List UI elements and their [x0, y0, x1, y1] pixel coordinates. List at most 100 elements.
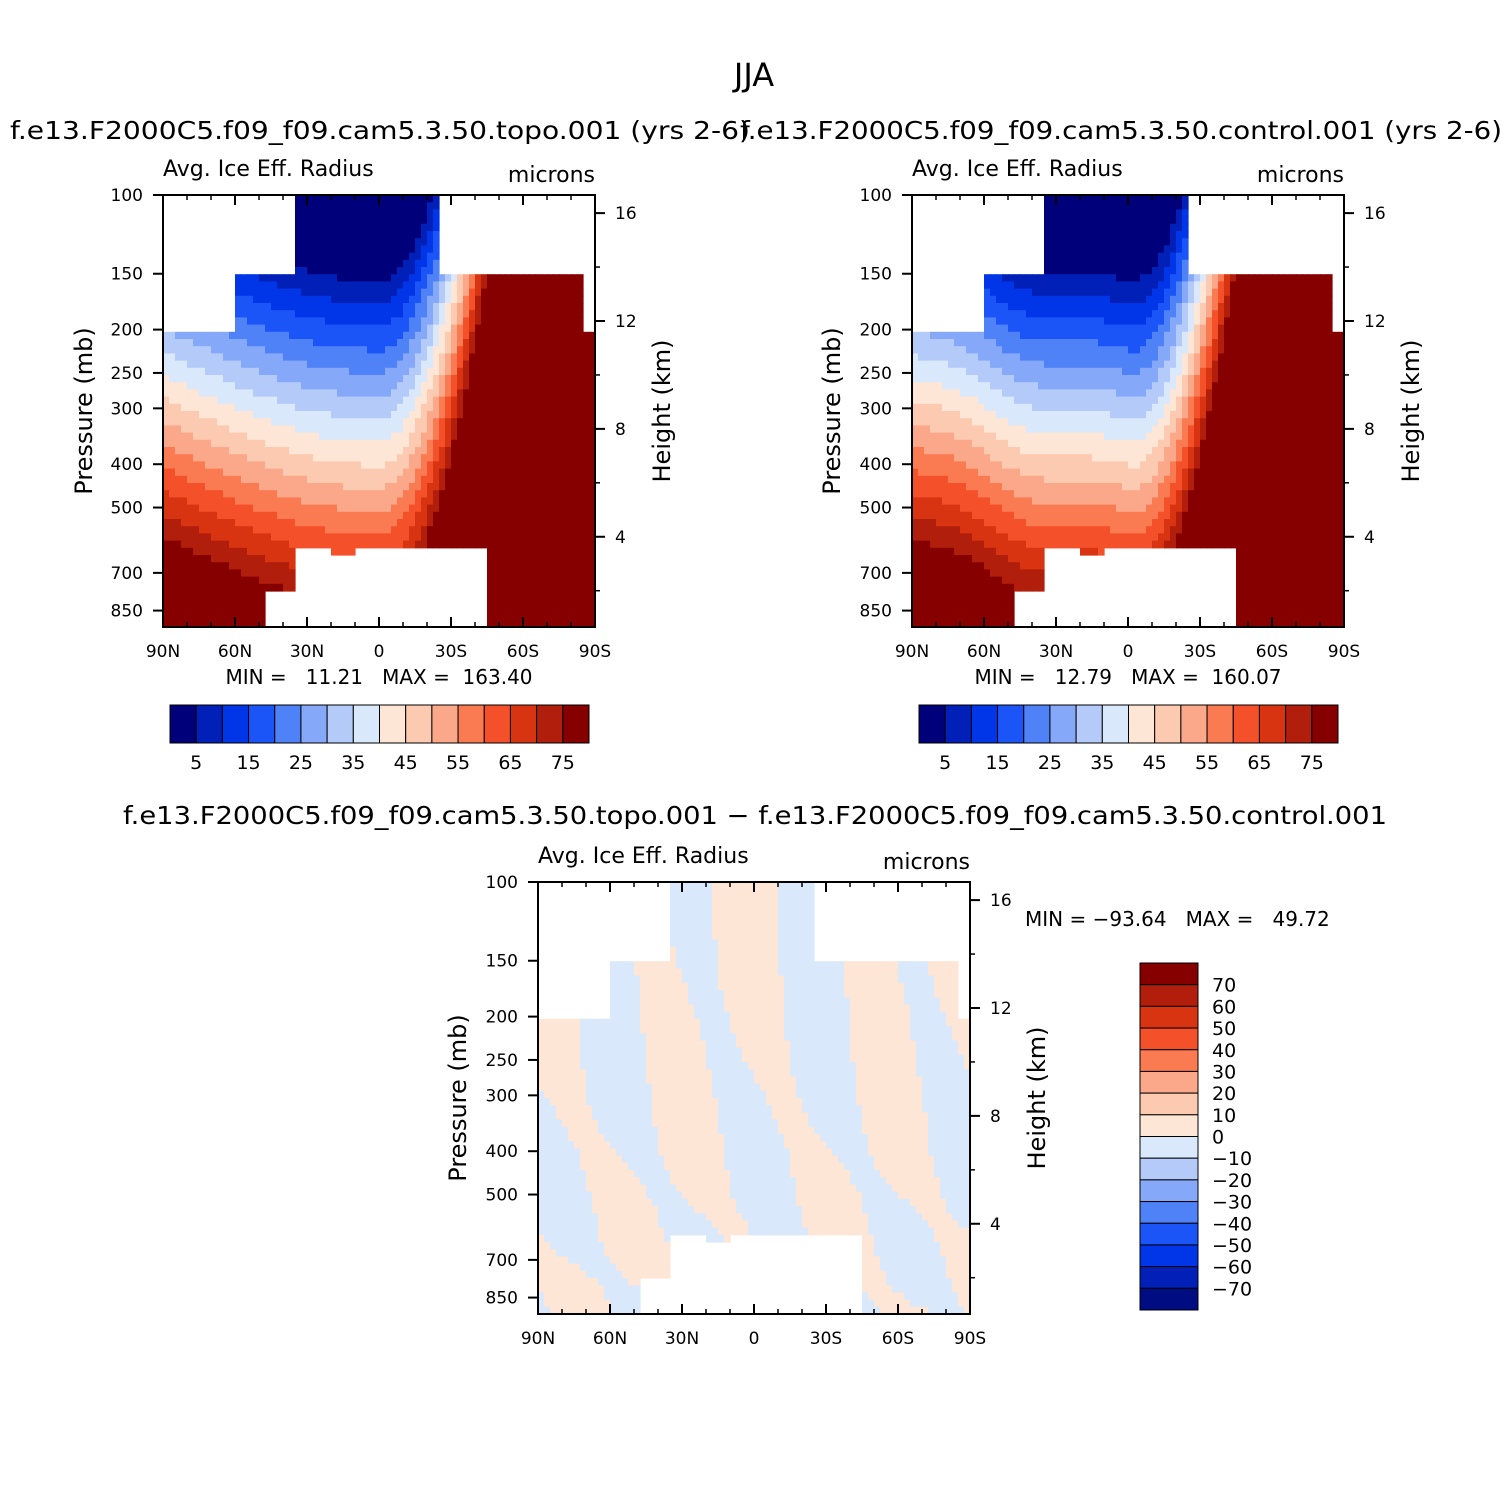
- contour-cell: [445, 295, 452, 304]
- contour-cell: [463, 396, 470, 405]
- contour-cell: [1068, 346, 1075, 354]
- contour-cell: [229, 547, 236, 556]
- contour-cell: [469, 317, 476, 326]
- contour-cell: [1068, 245, 1075, 254]
- contour-cell: [331, 267, 338, 275]
- contour-cell: [1050, 490, 1057, 498]
- contour-cell: [918, 468, 925, 477]
- contour-cell: [187, 418, 194, 426]
- contour-cell: [1068, 475, 1075, 484]
- contour-cell: [1080, 267, 1087, 275]
- contour-cell: [481, 418, 488, 426]
- contour-cell: [193, 403, 200, 412]
- contour-cell: [415, 533, 422, 542]
- contour-cell: [499, 389, 506, 398]
- contour-cell: [361, 490, 368, 498]
- contour-cell: [1104, 346, 1111, 354]
- contour-cell: [1062, 346, 1069, 354]
- contour-cell: [948, 562, 955, 570]
- contour-cell: [175, 540, 182, 549]
- contour-cell: [1080, 418, 1087, 426]
- contour-cell: [936, 555, 943, 563]
- contour-cell: [241, 468, 248, 477]
- contour-cell: [559, 324, 566, 333]
- contour-cell: [571, 454, 578, 462]
- contour-cell: [289, 447, 296, 455]
- contour-cell: [211, 403, 218, 412]
- contour-cell: [475, 504, 482, 513]
- contour-cell: [427, 497, 434, 506]
- contour-cell: [1020, 389, 1027, 398]
- contour-cell: [583, 475, 590, 484]
- contour-cell: [511, 274, 518, 282]
- contour-cell: [523, 295, 530, 304]
- contour-cell: [1098, 490, 1105, 498]
- contour-cell: [181, 619, 188, 627]
- contour-cell: [1056, 540, 1063, 549]
- contour-cell: [499, 403, 506, 412]
- contour-cell: [217, 619, 224, 627]
- contour-cell: [930, 540, 937, 549]
- contour-cell: [307, 202, 314, 210]
- contour-cell: [223, 555, 230, 563]
- contour-cell: [912, 619, 919, 627]
- contour-cell: [990, 540, 997, 549]
- contour-cell: [295, 497, 302, 506]
- contour-cell: [181, 396, 188, 405]
- contour-cell: [511, 389, 518, 398]
- contour-cell: [912, 497, 919, 506]
- contour-cell: [984, 310, 991, 318]
- contour-cell: [541, 360, 548, 369]
- contour-cell: [966, 598, 973, 606]
- contour-cell: [942, 475, 949, 484]
- contour-cell: [918, 411, 925, 419]
- contour-cell: [493, 547, 500, 556]
- contour-cell: [445, 490, 452, 498]
- contour-cell: [571, 317, 578, 326]
- contour-cell: [517, 447, 524, 455]
- contour-cell: [493, 274, 500, 282]
- contour-cell: [343, 238, 350, 246]
- contour-cell: [265, 562, 272, 570]
- contour-cell: [277, 360, 284, 369]
- contour-cell: [930, 353, 937, 362]
- contour-cell: [1080, 396, 1087, 405]
- contour-cell: [978, 411, 985, 419]
- contour-cell: [355, 202, 362, 210]
- contour-cell: [373, 396, 380, 405]
- contour-cell: [1050, 303, 1057, 311]
- y-tick-label: 250: [111, 364, 143, 384]
- contour-cell: [451, 439, 458, 448]
- contour-cell: [547, 475, 554, 484]
- contour-cell: [283, 411, 290, 419]
- contour-cell: [361, 504, 368, 513]
- contour-cell: [193, 569, 200, 578]
- contour-cell: [487, 439, 494, 448]
- contour-cell: [337, 547, 344, 556]
- contour-cell: [1020, 425, 1027, 434]
- contour-cell: [313, 447, 320, 455]
- contour-cell: [289, 317, 296, 326]
- contour-cell: [517, 583, 524, 592]
- contour-cell: [1056, 310, 1063, 318]
- contour-cell: [319, 281, 326, 290]
- contour-cell: [391, 238, 398, 246]
- contour-cell: [355, 418, 362, 426]
- contour-cell: [565, 360, 572, 369]
- contour-cell: [1086, 238, 1093, 246]
- contour-cell: [577, 281, 584, 290]
- contour-cell: [912, 511, 919, 520]
- contour-cell: [361, 238, 368, 246]
- contour-cell: [1032, 346, 1039, 354]
- contour-cell: [331, 519, 338, 527]
- contour-cell: [379, 511, 386, 520]
- contour-cell: [427, 483, 434, 491]
- contour-cell: [535, 310, 542, 318]
- contour-cell: [523, 360, 530, 369]
- contour-cell: [319, 504, 326, 513]
- contour-cell: [391, 346, 398, 354]
- contour-cell: [391, 317, 398, 326]
- contour-cell: [301, 425, 308, 434]
- contour-cell: [1032, 547, 1039, 556]
- contour-cell: [571, 475, 578, 484]
